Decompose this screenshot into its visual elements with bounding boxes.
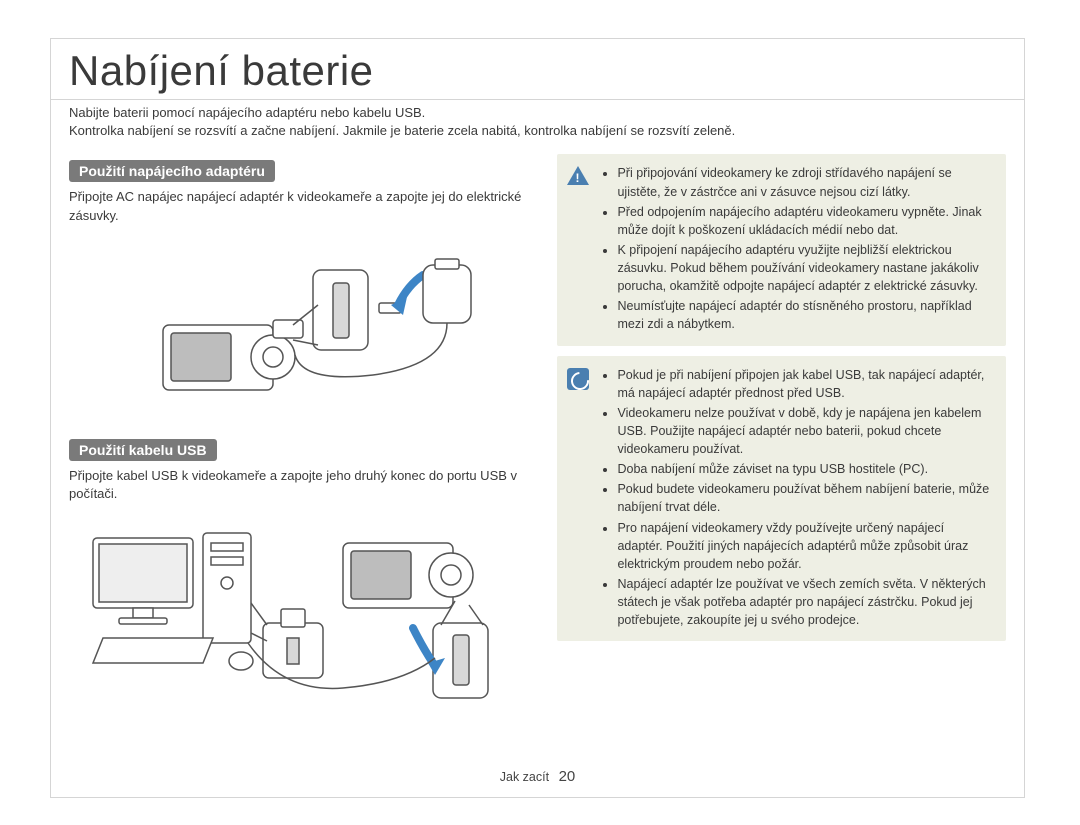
- footer-chapter: Jak zacít: [500, 770, 549, 784]
- intro-line-2: Kontrolka nabíjení se rozsvítí a začne n…: [69, 122, 1006, 140]
- section2-label: Použití kabelu USB: [69, 439, 217, 461]
- page-frame: Nabíjení baterie Nabijte baterii pomocí …: [50, 38, 1025, 798]
- note-item: Pokud budete videokameru používat během …: [617, 480, 992, 516]
- info-icon: [567, 368, 589, 390]
- section1-label: Použití napájecího adaptéru: [69, 160, 275, 182]
- intro-block: Nabijte baterii pomocí napájecího adapté…: [51, 100, 1024, 146]
- section1-text: Připojte AC napájec napájecí adaptér k v…: [69, 188, 537, 224]
- adapter-illustration: [69, 235, 537, 425]
- note-item: Pro napájení videokamery vždy používejte…: [617, 519, 992, 573]
- note-box: Pokud je při nabíjení připojen jak kabel…: [557, 356, 1006, 642]
- note-item: Napájecí adaptér lze používat ve všech z…: [617, 575, 992, 629]
- note-list: Pokud je při nabíjení připojen jak kabel…: [599, 366, 992, 632]
- warning-box: Při připojování videokamery ke zdroji st…: [557, 154, 1006, 345]
- right-column: Při připojování videokamery ke zdroji st…: [557, 154, 1006, 721]
- warning-item: Při připojování videokamery ke zdroji st…: [617, 164, 992, 200]
- warning-item: Před odpojením napájecího adaptéru video…: [617, 203, 992, 239]
- warning-item: Neumísťujte napájecí adaptér do stísněné…: [617, 297, 992, 333]
- warning-icon: [567, 166, 589, 188]
- warning-item: K připojení napájecího adaptéru využijte…: [617, 241, 992, 295]
- page-footer: Jak zacít 20: [51, 768, 1024, 785]
- page-title: Nabíjení baterie: [51, 39, 1024, 100]
- note-item: Pokud je při nabíjení připojen jak kabel…: [617, 366, 992, 402]
- left-column: Použití napájecího adaptéru Připojte AC …: [69, 154, 537, 721]
- usb-illustration: [69, 513, 537, 713]
- note-item: Videokameru nelze používat v době, kdy j…: [617, 404, 992, 458]
- columns: Použití napájecího adaptéru Připojte AC …: [51, 146, 1024, 721]
- section2-text: Připojte kabel USB k videokameře a zapoj…: [69, 467, 537, 503]
- warning-list: Při připojování videokamery ke zdroji st…: [599, 164, 992, 335]
- footer-page-number: 20: [559, 768, 576, 785]
- note-item: Doba nabíjení může záviset na typu USB h…: [617, 460, 992, 478]
- intro-line-1: Nabijte baterii pomocí napájecího adapté…: [69, 104, 1006, 122]
